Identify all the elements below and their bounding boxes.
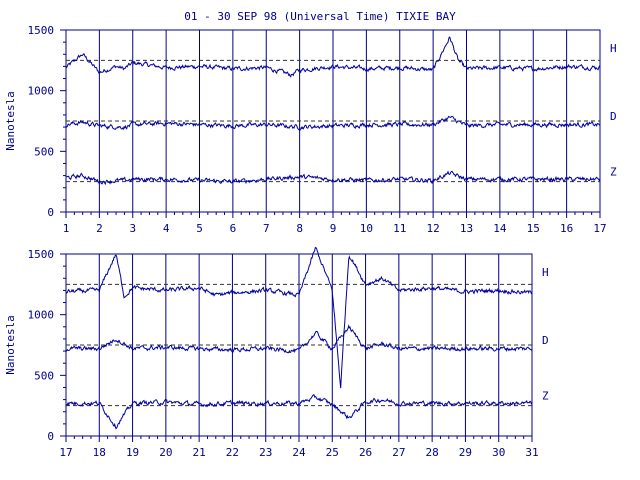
x-tick-label: 25 <box>326 446 339 459</box>
top-y-axis-label: Nanotesla <box>4 91 17 151</box>
bottom-traces <box>65 247 533 430</box>
series-label-z: Z <box>542 390 549 403</box>
series-label-d: D <box>542 334 549 347</box>
top-y-ticks: 0 500 1000 1500 <box>28 24 66 219</box>
series-label-h: H <box>542 266 549 279</box>
bottom-y-axis-label: Nanotesla <box>4 315 17 375</box>
chart-title: 01 - 30 SEP 98 (Universal Time) TIXIE BA… <box>184 10 456 23</box>
series-label-h: H <box>610 42 617 55</box>
bottom-series-labels: H D Z <box>542 266 549 403</box>
x-tick-label: 31 <box>525 446 538 459</box>
top-x-ticks: 1 2 3 4 5 6 7 8 9 10 11 12 13 14 15 16 17 <box>63 212 607 235</box>
x-tick-label: 9 <box>330 222 337 235</box>
bottom-y-ticks: 0 500 1000 1500 <box>28 248 66 443</box>
x-tick-label: 15 <box>527 222 540 235</box>
y-tick-label: 0 <box>47 206 54 219</box>
x-tick-label: 5 <box>196 222 203 235</box>
series-trace-d <box>65 115 601 131</box>
bottom-reference-lines <box>66 283 532 407</box>
y-tick-label: 500 <box>34 145 54 158</box>
x-tick-label: 18 <box>93 446 106 459</box>
y-tick-label: 500 <box>34 369 54 382</box>
x-tick-label: 29 <box>459 446 472 459</box>
x-tick-label: 10 <box>360 222 373 235</box>
y-tick-label: 1000 <box>28 309 55 322</box>
x-tick-label: 23 <box>259 446 272 459</box>
x-tick-label: 13 <box>460 222 473 235</box>
series-trace-z <box>65 170 601 186</box>
x-tick-label: 20 <box>159 446 172 459</box>
x-tick-label: 12 <box>427 222 440 235</box>
y-tick-label: 1500 <box>28 24 55 37</box>
x-tick-label: 6 <box>230 222 237 235</box>
x-tick-label: 27 <box>392 446 405 459</box>
x-tick-label: 22 <box>226 446 239 459</box>
y-tick-label: 1000 <box>28 85 55 98</box>
series-trace-z <box>65 394 533 430</box>
x-tick-label: 8 <box>296 222 303 235</box>
x-tick-label: 11 <box>393 222 406 235</box>
x-tick-label: 17 <box>59 446 72 459</box>
y-tick-label: 1500 <box>28 248 55 261</box>
x-tick-label: 19 <box>126 446 139 459</box>
x-tick-label: 30 <box>492 446 505 459</box>
bottom-panel: 0 500 1000 1500 17 18 19 20 21 22 23 24 25 26 27 28 29 3… <box>4 247 549 459</box>
x-tick-label: 2 <box>96 222 103 235</box>
x-tick-label: 7 <box>263 222 270 235</box>
top-reference-lines <box>66 59 600 183</box>
x-tick-label: 16 <box>560 222 573 235</box>
x-tick-label: 14 <box>493 222 507 235</box>
x-tick-label: 21 <box>193 446 206 459</box>
x-tick-label: 3 <box>129 222 136 235</box>
series-trace-h <box>65 36 601 78</box>
x-tick-label: 4 <box>163 222 170 235</box>
x-tick-label: 26 <box>359 446 372 459</box>
x-tick-label: 17 <box>593 222 606 235</box>
x-tick-label: 1 <box>63 222 70 235</box>
x-tick-label: 28 <box>426 446 439 459</box>
series-trace-h <box>65 247 533 389</box>
series-label-d: D <box>610 110 617 123</box>
y-tick-label: 0 <box>47 430 54 443</box>
top-traces <box>65 36 601 186</box>
top-series-labels: H D Z <box>610 42 617 179</box>
x-tick-label: 24 <box>292 446 306 459</box>
series-trace-d <box>65 324 533 354</box>
bottom-x-ticks: 17 18 19 20 21 22 23 24 25 26 27 28 29 30 31 <box>59 436 539 459</box>
series-label-z: Z <box>610 166 617 179</box>
